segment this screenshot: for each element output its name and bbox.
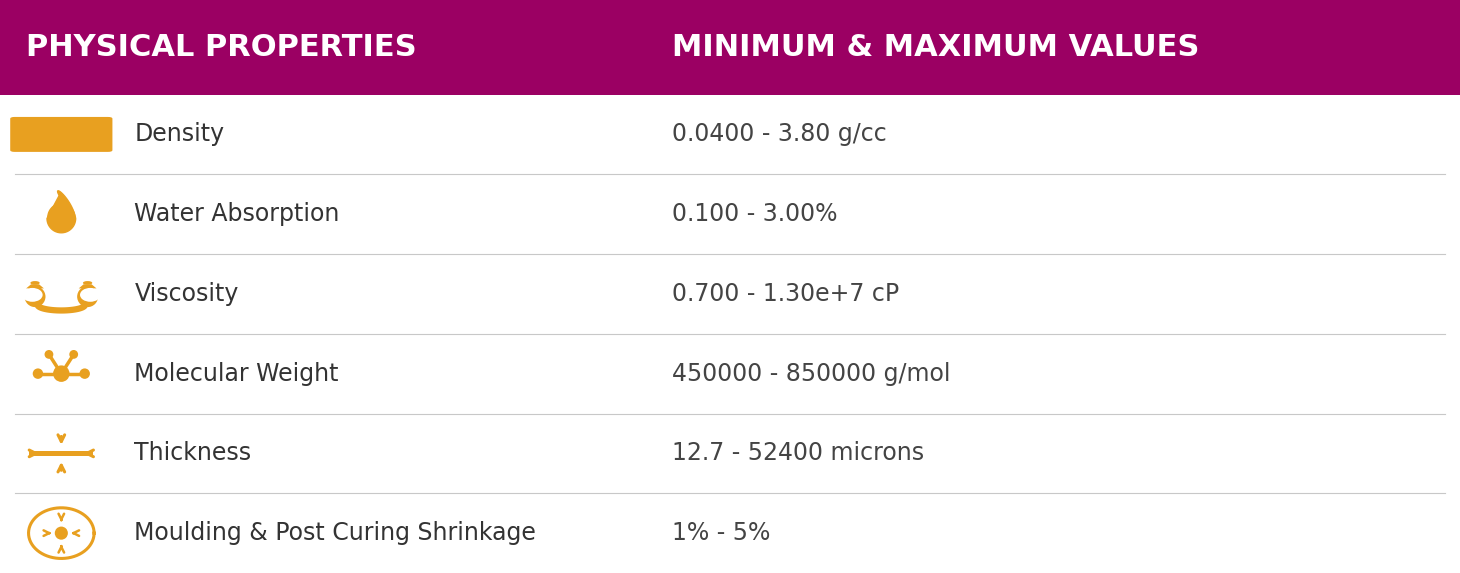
Polygon shape <box>26 284 44 288</box>
Polygon shape <box>48 203 74 230</box>
Text: PHYSICAL PROPERTIES: PHYSICAL PROPERTIES <box>26 33 418 62</box>
Ellipse shape <box>25 286 45 307</box>
Bar <box>0 0 1460 95</box>
Bar <box>29 450 93 456</box>
Ellipse shape <box>55 527 67 540</box>
Text: 450000 - 850000 g/mol: 450000 - 850000 g/mol <box>672 362 950 386</box>
Ellipse shape <box>80 288 101 302</box>
Circle shape <box>31 281 39 285</box>
Text: 0.700 - 1.30e+7 cP: 0.700 - 1.30e+7 cP <box>672 282 899 306</box>
Ellipse shape <box>45 350 54 359</box>
Ellipse shape <box>77 286 98 307</box>
Text: Thickness: Thickness <box>134 441 251 465</box>
Text: MINIMUM & MAXIMUM VALUES: MINIMUM & MAXIMUM VALUES <box>672 33 1199 62</box>
Ellipse shape <box>22 288 42 302</box>
Text: Molecular Weight: Molecular Weight <box>134 362 339 386</box>
Polygon shape <box>47 191 76 233</box>
Ellipse shape <box>51 288 72 302</box>
Ellipse shape <box>69 350 77 359</box>
Text: Viscosity: Viscosity <box>134 282 238 306</box>
Ellipse shape <box>79 368 91 379</box>
Text: 12.7 - 52400 microns: 12.7 - 52400 microns <box>672 441 924 465</box>
Ellipse shape <box>32 368 44 379</box>
Circle shape <box>83 281 92 285</box>
Text: 1% - 5%: 1% - 5% <box>672 521 769 545</box>
Text: Water Absorption: Water Absorption <box>134 202 340 226</box>
Ellipse shape <box>53 366 70 382</box>
Text: Density: Density <box>134 123 225 147</box>
Polygon shape <box>79 284 96 288</box>
FancyBboxPatch shape <box>10 117 112 152</box>
Text: 0.100 - 3.00%: 0.100 - 3.00% <box>672 202 837 226</box>
Text: Moulding & Post Curing Shrinkage: Moulding & Post Curing Shrinkage <box>134 521 536 545</box>
Text: 0.0400 - 3.80 g/cc: 0.0400 - 3.80 g/cc <box>672 123 886 147</box>
